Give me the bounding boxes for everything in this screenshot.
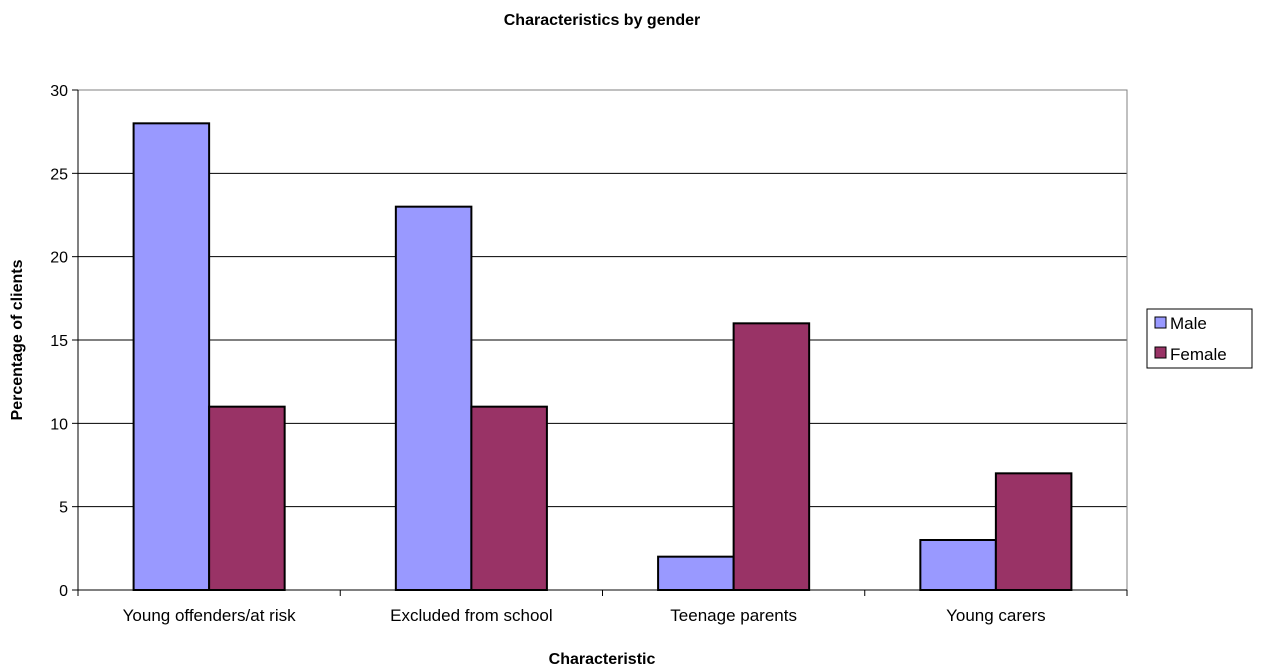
bar-female-2: [732, 322, 811, 591]
x-tick-label: Young offenders/at risk: [123, 606, 296, 625]
y-axis-title: Percentage of clients: [9, 259, 26, 420]
bar-male-2: [657, 555, 735, 592]
chart-title: Characteristics by gender: [504, 12, 701, 29]
x-tick-label: Young carers: [946, 606, 1046, 625]
y-tick-label: 10: [50, 416, 68, 433]
y-tick-label: 5: [59, 500, 68, 517]
axes: [72, 89, 1128, 596]
tick-labels: 0 5 10 15 20 25 30 Young offenders/at risk Exclu…: [50, 83, 1045, 625]
bar-female-0: [208, 405, 286, 591]
bars: [132, 122, 1073, 592]
legend-label-male: Male: [1170, 314, 1207, 333]
legend-label-female: Female: [1170, 345, 1227, 364]
y-tick-label: 20: [50, 250, 68, 267]
legend-swatch-female: [1154, 346, 1167, 359]
y-tick-label: 25: [50, 166, 68, 183]
legend: Male Female: [1146, 308, 1253, 369]
y-tick-label: 0: [59, 583, 68, 600]
x-tick-label: Teenage parents: [670, 606, 797, 625]
x-tick-label: Excluded from school: [390, 606, 553, 625]
bar-male-1: [394, 205, 473, 592]
bar-female-3: [994, 472, 1073, 592]
bar-male-3: [919, 539, 997, 591]
y-tick-label: 30: [50, 83, 68, 100]
legend-swatch-male: [1154, 316, 1167, 329]
bar-male-0: [132, 122, 211, 591]
x-axis-title: Characteristic: [549, 651, 656, 668]
y-tick-label: 15: [50, 333, 68, 350]
bar-female-1: [470, 405, 548, 591]
